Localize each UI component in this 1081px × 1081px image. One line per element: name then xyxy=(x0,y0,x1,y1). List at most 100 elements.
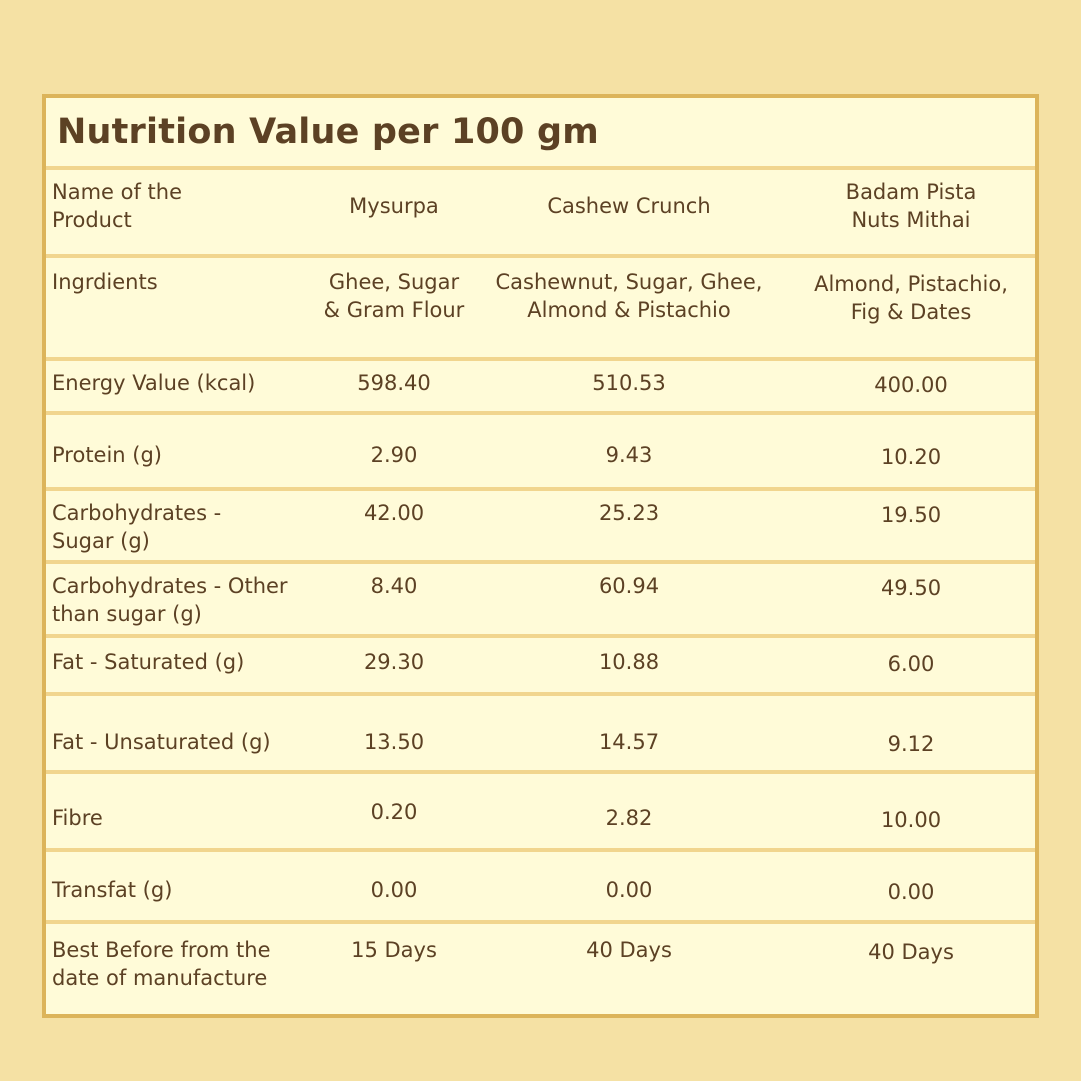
row-label-line: date of manufacture xyxy=(52,966,268,990)
row-value: 0.00 xyxy=(786,878,1036,906)
row-label-line: Sugar (g) xyxy=(52,529,150,553)
row-value: 13.50 xyxy=(314,728,474,756)
row-value-line: 29.30 xyxy=(363,650,425,674)
row-value: 40 Days xyxy=(484,936,774,964)
row-label: Best Before from the date of manufacture xyxy=(52,936,312,992)
row-value-line: 14.57 xyxy=(598,730,660,754)
row-value: Cashewnut, Sugar, Ghee, Almond & Pistachi… xyxy=(484,268,774,324)
row-value: 10.00 xyxy=(786,806,1036,834)
table-row: Transfat (g) 0.00 0.00 0.00 xyxy=(46,848,1035,920)
row-label: Fibre xyxy=(52,804,312,832)
row-label-line: Fat - Unsaturated (g) xyxy=(52,730,271,754)
header-product-line: Badam Pista xyxy=(845,180,977,204)
row-value: 29.30 xyxy=(314,648,474,676)
row-value-line: 0.00 xyxy=(370,878,418,902)
row-label: Fat - Unsaturated (g) xyxy=(52,728,312,756)
row-value-line: 10.20 xyxy=(880,445,942,469)
row-value-line: 9.12 xyxy=(887,732,935,756)
row-value-line: 19.50 xyxy=(880,503,942,527)
row-value-line: 0.00 xyxy=(605,878,653,902)
row-value-line: 40 Days xyxy=(586,938,672,962)
row-value: 10.20 xyxy=(786,443,1036,471)
table-row: Carbohydrates - Sugar (g) 42.00 25.23 19.50 xyxy=(46,487,1035,560)
header-product-cashew-crunch: Cashew Crunch xyxy=(547,194,711,218)
row-value-line: Cashewnut, Sugar, Ghee, xyxy=(495,270,763,294)
row-value: 2.90 xyxy=(314,441,474,469)
header-label-line: Product xyxy=(52,208,132,232)
row-label-line: Carbohydrates - xyxy=(52,501,222,525)
row-value-line: Almond & Pistachio xyxy=(527,298,731,322)
row-value: 9.12 xyxy=(786,730,1036,758)
row-value-line: 510.53 xyxy=(592,371,666,395)
table-title: Nutrition Value per 100 gm xyxy=(57,112,599,152)
row-value: 49.50 xyxy=(786,574,1036,602)
row-value-line: & Gram Flour xyxy=(323,298,465,322)
row-value: 15 Days xyxy=(314,936,474,964)
table-row: Fat - Unsaturated (g) 13.50 14.57 9.12 xyxy=(46,692,1035,770)
row-value: 8.40 xyxy=(314,572,474,600)
row-value-line: 49.50 xyxy=(880,576,942,600)
table-row: Carbohydrates - Other than sugar (g) 8.40 6… xyxy=(46,560,1035,634)
header-product-mysurpa: Mysurpa xyxy=(349,194,439,218)
row-value-line: 40 Days xyxy=(868,940,954,964)
table-row: Protein (g) 2.90 9.43 10.20 xyxy=(46,411,1035,487)
header-row: Name of the Product Mysurpa Cashew Crunc… xyxy=(46,166,1035,254)
row-value: 2.82 xyxy=(484,804,774,832)
table-row: Best Before from the date of manufacture 1… xyxy=(46,920,1035,1018)
row-label: Ingrdients xyxy=(52,268,312,296)
row-value: 598.40 xyxy=(314,369,474,397)
row-value: 19.50 xyxy=(786,501,1036,529)
row-value-line: 6.00 xyxy=(887,652,935,676)
row-value: Almond, Pistachio, Fig & Dates xyxy=(786,270,1036,326)
row-value-line: 400.00 xyxy=(874,373,948,397)
row-value: 40 Days xyxy=(786,938,1036,966)
row-label: Protein (g) xyxy=(52,441,312,469)
row-value-line: Fig & Dates xyxy=(850,300,972,324)
row-value: 42.00 xyxy=(314,499,474,527)
header-label: Name of the Product xyxy=(52,178,312,234)
row-value-line: 60.94 xyxy=(598,574,660,598)
nutrition-table: Nutrition Value per 100 gm Name of the P… xyxy=(42,94,1039,1018)
row-value-line: 15 Days xyxy=(351,938,437,962)
table-row: Energy Value (kcal) 598.40 510.53 400.00 xyxy=(46,357,1035,411)
row-value-line: 0.00 xyxy=(887,880,935,904)
row-value-line: Almond, Pistachio, xyxy=(814,272,1008,296)
row-value-line: 25.23 xyxy=(598,501,660,525)
header-label-line: Name of the xyxy=(52,180,183,204)
row-value: 25.23 xyxy=(484,499,774,527)
row-value-line: 13.50 xyxy=(363,730,425,754)
row-value: 14.57 xyxy=(484,728,774,756)
header-product-line: Nuts Mithai xyxy=(851,208,971,232)
row-value-line: 0.20 xyxy=(370,800,418,824)
row-value-line: 10.00 xyxy=(880,808,942,832)
row-label: Carbohydrates - Sugar (g) xyxy=(52,499,312,555)
row-value-line: 598.40 xyxy=(357,371,431,395)
row-label-line: Transfat (g) xyxy=(52,878,173,902)
row-label-line: than sugar (g) xyxy=(52,602,202,626)
row-label-line: Fat - Saturated (g) xyxy=(52,650,245,674)
row-value: 9.43 xyxy=(484,441,774,469)
row-value-line: 42.00 xyxy=(363,501,425,525)
row-value: 0.20 xyxy=(314,798,474,826)
row-value-line: 2.82 xyxy=(605,806,653,830)
row-label-line: Carbohydrates - Other xyxy=(52,574,288,598)
row-value: 0.00 xyxy=(314,876,474,904)
row-label: Transfat (g) xyxy=(52,876,312,904)
table-row: Fibre 0.20 2.82 10.00 xyxy=(46,770,1035,848)
row-value: 60.94 xyxy=(484,572,774,600)
table-row: Ingrdients Ghee, Sugar & Gram Flour Cashewn… xyxy=(46,254,1035,357)
row-value: 400.00 xyxy=(786,371,1036,399)
row-label-line: Best Before from the xyxy=(52,938,271,962)
row-label: Energy Value (kcal) xyxy=(52,369,312,397)
row-value-line: 2.90 xyxy=(370,443,418,467)
row-value-line: 10.88 xyxy=(598,650,660,674)
row-value: 510.53 xyxy=(484,369,774,397)
row-value-line: Ghee, Sugar xyxy=(328,270,460,294)
row-label-line: Protein (g) xyxy=(52,443,163,467)
row-value: 6.00 xyxy=(786,650,1036,678)
row-value: 0.00 xyxy=(484,876,774,904)
row-label: Carbohydrates - Other than sugar (g) xyxy=(52,572,312,628)
row-value-line: 9.43 xyxy=(605,443,653,467)
header-product-badam-pista: Badam Pista Nuts Mithai xyxy=(786,178,1036,234)
row-label-line: Ingrdients xyxy=(52,270,158,294)
